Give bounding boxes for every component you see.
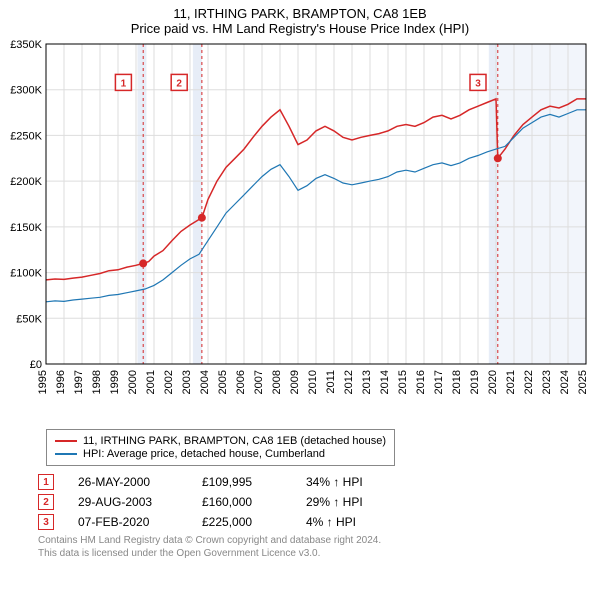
- svg-text:£250K: £250K: [10, 130, 42, 142]
- transaction-diff: 29% ↑ HPI: [306, 495, 396, 509]
- legend-swatch-1: [55, 440, 77, 442]
- transaction-marker: 3: [38, 514, 54, 530]
- legend-swatch-2: [55, 453, 77, 455]
- svg-text:2014: 2014: [379, 370, 391, 394]
- footer: Contains HM Land Registry data © Crown c…: [38, 534, 580, 560]
- svg-text:2004: 2004: [199, 370, 211, 394]
- svg-text:2022: 2022: [523, 370, 535, 394]
- svg-text:2003: 2003: [181, 370, 193, 394]
- transaction-price: £109,995: [202, 475, 282, 489]
- svg-text:3: 3: [475, 78, 481, 89]
- title-line2: Price paid vs. HM Land Registry's House …: [0, 21, 600, 36]
- svg-text:£50K: £50K: [16, 313, 42, 325]
- transaction-row: 1 26-MAY-2000 £109,995 34% ↑ HPI: [38, 474, 580, 490]
- svg-text:2006: 2006: [235, 370, 247, 394]
- svg-text:2016: 2016: [415, 370, 427, 394]
- svg-text:2000: 2000: [127, 370, 139, 394]
- svg-text:1995: 1995: [37, 370, 49, 394]
- footer-line1: Contains HM Land Registry data © Crown c…: [38, 534, 580, 547]
- svg-text:2005: 2005: [217, 370, 229, 394]
- svg-text:2020: 2020: [487, 370, 499, 394]
- transaction-row: 3 07-FEB-2020 £225,000 4% ↑ HPI: [38, 514, 580, 530]
- svg-text:2017: 2017: [433, 370, 445, 394]
- svg-text:2012: 2012: [343, 370, 355, 394]
- svg-text:2021: 2021: [505, 370, 517, 394]
- svg-text:2008: 2008: [271, 370, 283, 394]
- transaction-date: 07-FEB-2020: [78, 515, 178, 529]
- svg-text:1996: 1996: [55, 370, 67, 394]
- svg-text:2007: 2007: [253, 370, 265, 394]
- svg-text:2001: 2001: [145, 370, 157, 394]
- svg-text:£300K: £300K: [10, 85, 42, 97]
- transaction-diff: 4% ↑ HPI: [306, 515, 396, 529]
- title-line1: 11, IRTHING PARK, BRAMPTON, CA8 1EB: [0, 6, 600, 21]
- svg-text:2023: 2023: [541, 370, 553, 394]
- transaction-diff: 34% ↑ HPI: [306, 475, 396, 489]
- svg-text:1999: 1999: [109, 370, 121, 394]
- svg-text:2024: 2024: [559, 370, 571, 394]
- transactions-table: 126-MAY-2000£109,99534% ↑ HPI229-AUG-200…: [38, 474, 580, 530]
- svg-text:2: 2: [176, 78, 182, 89]
- transaction-marker: 2: [38, 494, 54, 510]
- svg-text:1: 1: [121, 78, 127, 89]
- legend-label-1: 11, IRTHING PARK, BRAMPTON, CA8 1EB (det…: [83, 435, 386, 447]
- transaction-date: 26-MAY-2000: [78, 475, 178, 489]
- price-chart: £0 £50K £100K £150K £200K £250K £300K £350K 1995…: [0, 38, 600, 418]
- svg-text:2010: 2010: [307, 370, 319, 394]
- transaction-marker: 1: [38, 474, 54, 490]
- svg-text:2015: 2015: [397, 370, 409, 394]
- svg-text:£150K: £150K: [10, 222, 42, 234]
- svg-text:1998: 1998: [91, 370, 103, 394]
- svg-text:2019: 2019: [469, 370, 481, 394]
- svg-text:2011: 2011: [325, 370, 337, 394]
- svg-text:2013: 2013: [361, 370, 373, 394]
- transaction-price: £160,000: [202, 495, 282, 509]
- legend: 11, IRTHING PARK, BRAMPTON, CA8 1EB (det…: [46, 429, 395, 466]
- transaction-price: £225,000: [202, 515, 282, 529]
- svg-text:2025: 2025: [577, 370, 589, 394]
- svg-text:2009: 2009: [289, 370, 301, 394]
- footer-line2: This data is licensed under the Open Gov…: [38, 547, 580, 560]
- svg-text:£350K: £350K: [10, 39, 42, 51]
- transaction-row: 2 29-AUG-2003 £160,000 29% ↑ HPI: [38, 494, 580, 510]
- svg-text:1997: 1997: [73, 370, 85, 394]
- svg-text:2018: 2018: [451, 370, 463, 394]
- legend-label-2: HPI: Average price, detached house, Cumb…: [83, 448, 325, 460]
- svg-text:£0: £0: [30, 359, 42, 371]
- transaction-date: 29-AUG-2003: [78, 495, 178, 509]
- svg-text:£100K: £100K: [10, 268, 42, 280]
- svg-text:2002: 2002: [163, 370, 175, 394]
- svg-text:£200K: £200K: [10, 176, 42, 188]
